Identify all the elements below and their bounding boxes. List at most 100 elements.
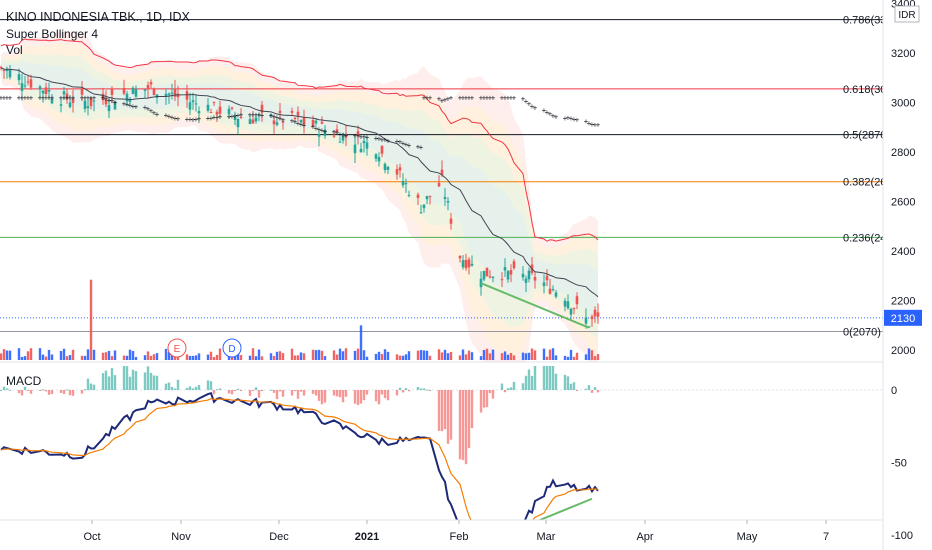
candle-body <box>83 100 87 109</box>
sar-cross: + <box>185 115 190 124</box>
sar-cross: + <box>80 94 85 103</box>
candle-body <box>59 104 63 106</box>
macd-histogram-bar <box>191 388 195 390</box>
macd-histogram-bar <box>461 390 465 461</box>
indicator-super-bollinger[interactable]: Super Bollinger 4 <box>6 27 99 41</box>
symbol-title[interactable]: KINO INDONESIA TBK., 1D, IDX <box>6 10 190 24</box>
candle-body <box>422 204 426 209</box>
macd-histogram-bar <box>278 390 282 392</box>
candle-body <box>569 308 573 315</box>
candle-body <box>401 180 405 186</box>
sar-cross: + <box>545 108 550 117</box>
indicator-volume[interactable]: Vol <box>6 43 23 57</box>
macd-histogram-bar <box>554 373 558 390</box>
macd-histogram-bar <box>293 390 297 392</box>
macd-histogram-bar <box>152 375 156 390</box>
time-label-6: Apr <box>636 531 653 543</box>
volume-bar <box>596 354 600 360</box>
macd-histogram-bar <box>17 390 21 394</box>
candle-body <box>176 93 180 98</box>
sar-cross: + <box>356 132 361 141</box>
sar-cross: + <box>338 130 343 139</box>
candle-body <box>398 167 402 171</box>
candle-body <box>317 134 321 137</box>
volume-bar <box>110 356 114 360</box>
macd-histogram-bar <box>533 366 537 390</box>
candle-body <box>68 102 72 108</box>
sar-cross: + <box>128 101 133 110</box>
macd-histogram-bar <box>506 388 510 390</box>
macd-histogram-bar <box>545 366 549 390</box>
volume-bar <box>20 356 24 360</box>
fib-label-2: 0.5(2870 <box>843 130 886 142</box>
candle-body <box>356 131 360 136</box>
candle-body <box>296 111 300 116</box>
candle-body <box>0 66 3 68</box>
volume-bar <box>569 349 573 360</box>
sar-cross: + <box>65 94 70 103</box>
candle-body <box>185 91 189 100</box>
sar-cross: + <box>281 115 286 124</box>
sar-cross: + <box>551 111 556 120</box>
candle-body <box>419 212 423 214</box>
sar-cross: + <box>143 103 148 112</box>
sar-cross: + <box>575 115 580 124</box>
volume-bar <box>491 349 495 360</box>
candle-body <box>134 89 138 97</box>
sar-cross: + <box>563 114 568 123</box>
sar-cross: + <box>395 137 400 146</box>
macd-histogram-bar <box>110 368 114 390</box>
macd-histogram-bar <box>590 390 594 393</box>
macd-histogram-bar <box>485 390 489 408</box>
sar-cross: + <box>590 120 595 129</box>
volume-bar <box>149 355 153 360</box>
macd-histogram-bar <box>62 390 66 394</box>
sar-cross: + <box>230 112 235 121</box>
volume-bar <box>278 351 282 360</box>
volume-bar <box>425 350 429 360</box>
candle-body <box>314 120 318 124</box>
macd-histogram-bar <box>572 382 576 390</box>
fib-label-3: 0.382(26 <box>843 177 886 189</box>
sar-cross: + <box>254 110 259 119</box>
volume-bar <box>62 348 66 360</box>
price-label-2400: 2400 <box>891 246 915 258</box>
event-letter-0: E <box>174 344 181 355</box>
candle-body <box>107 105 111 112</box>
time-label-1: Nov <box>171 531 191 543</box>
candle-body <box>446 200 450 203</box>
volume-bar <box>59 351 63 360</box>
sar-cross: + <box>530 102 535 111</box>
candle-body <box>470 263 474 266</box>
sar-cross: + <box>113 98 118 107</box>
volume-bar <box>383 349 387 360</box>
candle-body <box>170 92 174 94</box>
candle-body <box>290 110 294 113</box>
candle-body <box>374 154 378 159</box>
sar-cross: + <box>59 94 64 103</box>
macd-histogram-bar <box>446 390 450 444</box>
sar-cross: + <box>437 94 442 103</box>
volume-bar <box>449 351 453 360</box>
candle-body <box>71 98 75 103</box>
price-label-3200: 3200 <box>891 48 915 60</box>
candle-body <box>464 259 468 269</box>
macd-histogram-bar <box>335 390 339 397</box>
candle-body <box>554 292 558 297</box>
candle-body <box>551 289 555 291</box>
candle-body <box>227 108 231 115</box>
volume-bar <box>293 355 297 360</box>
macd-histogram-bar <box>122 366 126 390</box>
volume-bar <box>404 354 408 360</box>
macd-histogram-bar <box>320 390 324 405</box>
sar-cross: + <box>236 111 241 120</box>
volume-bar <box>134 356 138 360</box>
indicator-macd[interactable]: MACD <box>6 374 42 388</box>
sar-cross: + <box>464 94 469 103</box>
macd-histogram-bar <box>20 390 24 396</box>
macd-histogram-bar <box>479 390 483 413</box>
volume-bar <box>461 349 465 360</box>
candle-body <box>209 112 213 114</box>
volume-bar <box>122 355 126 360</box>
